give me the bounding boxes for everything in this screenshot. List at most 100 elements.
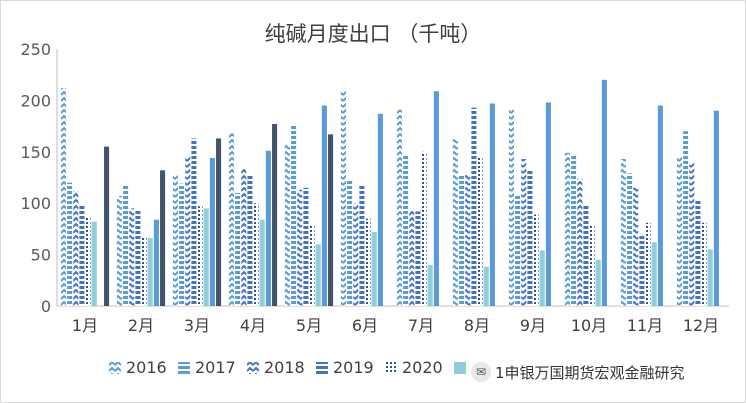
bar (657, 105, 663, 306)
bar (639, 234, 645, 306)
x-tick-label: 7月 (408, 316, 434, 335)
chart-legend: 201620172018201920202 (109, 358, 481, 377)
bar (185, 156, 191, 306)
legend-label: 2017 (195, 358, 236, 377)
bar (359, 185, 365, 306)
bar (265, 150, 271, 306)
bar (91, 221, 97, 306)
bar (577, 178, 583, 306)
bar (489, 103, 495, 306)
bar (104, 146, 110, 306)
y-tick-label: 50 (31, 246, 51, 265)
legend-swatch (454, 362, 466, 374)
bar (309, 224, 315, 306)
bar (683, 131, 689, 306)
bar (297, 189, 303, 306)
bar (303, 187, 309, 306)
bar (284, 143, 290, 306)
bar (583, 204, 589, 306)
bar (353, 203, 359, 306)
x-tick-label: 4月 (240, 316, 266, 335)
bar (595, 259, 601, 306)
bar (527, 170, 533, 306)
bar (521, 159, 527, 306)
bar (79, 204, 85, 306)
chart-axes: 0 50 100 150 200 250 1月 2月 3月 4月 5月 6月 7月 8月 9月 10月 11月 1… (20, 40, 729, 335)
bar (433, 91, 439, 307)
bar (564, 152, 570, 306)
bar (129, 208, 135, 306)
bar (415, 211, 421, 306)
y-tick-label: 150 (20, 143, 51, 162)
watermark-text: 1申银万国期货宏观金融研究 (495, 363, 685, 382)
bar (147, 238, 153, 306)
wechat-icon: ✉ (471, 362, 491, 382)
x-tick-label: 3月 (184, 316, 210, 335)
bar (85, 217, 91, 306)
bar (701, 222, 707, 306)
bar (141, 237, 147, 306)
x-tick-label: 10月 (571, 316, 607, 335)
legend-swatch (385, 362, 397, 374)
bar (421, 151, 427, 306)
bar (459, 174, 465, 306)
bar (67, 182, 73, 306)
bar (515, 196, 521, 306)
legend-label: 2016 (126, 358, 167, 377)
legend-swatch (247, 362, 259, 374)
bar (508, 109, 514, 307)
y-tick-label: 0 (41, 297, 51, 316)
legend-label: 2018 (264, 358, 305, 377)
x-tick-label: 1月 (72, 316, 98, 335)
bar (73, 190, 79, 306)
legend-swatch (316, 362, 328, 374)
bar (347, 179, 353, 306)
bar (241, 168, 247, 306)
bar (123, 185, 129, 306)
bar (465, 174, 471, 306)
bar (60, 88, 66, 306)
bar (321, 105, 327, 306)
bar (160, 170, 166, 306)
bar (315, 244, 321, 306)
x-tick-label: 2月 (128, 316, 154, 335)
bar (197, 206, 203, 306)
bar (396, 109, 402, 307)
bar (627, 173, 633, 306)
y-tick-label: 200 (20, 91, 51, 110)
bar (172, 175, 178, 306)
legend-swatch (109, 362, 121, 374)
bar (545, 102, 551, 307)
bar (471, 107, 477, 306)
legend-label: 2019 (333, 358, 374, 377)
bar (228, 133, 234, 306)
x-tick-label: 12月 (683, 316, 719, 335)
bar (539, 250, 545, 306)
bar (689, 162, 695, 306)
chart-title: 纯碱月度出口 （千吨） (265, 22, 482, 46)
bar (707, 249, 713, 306)
bar (633, 187, 639, 306)
bar (259, 219, 265, 306)
bar (427, 264, 433, 306)
bar (713, 110, 719, 307)
bar (377, 113, 383, 306)
bar (620, 159, 626, 306)
bar (477, 157, 483, 306)
bar (452, 137, 458, 306)
bar (601, 79, 607, 306)
legend-label: 2020 (402, 358, 443, 377)
bar (371, 231, 377, 306)
bar (135, 210, 141, 306)
y-tick-label: 250 (20, 40, 51, 59)
bar (533, 214, 539, 306)
bar (340, 91, 346, 307)
bar (216, 138, 222, 306)
bar (365, 218, 371, 306)
bar (179, 183, 185, 306)
bar (571, 153, 577, 306)
bar (645, 222, 651, 306)
legend-swatch (178, 362, 190, 374)
bar (209, 157, 215, 306)
